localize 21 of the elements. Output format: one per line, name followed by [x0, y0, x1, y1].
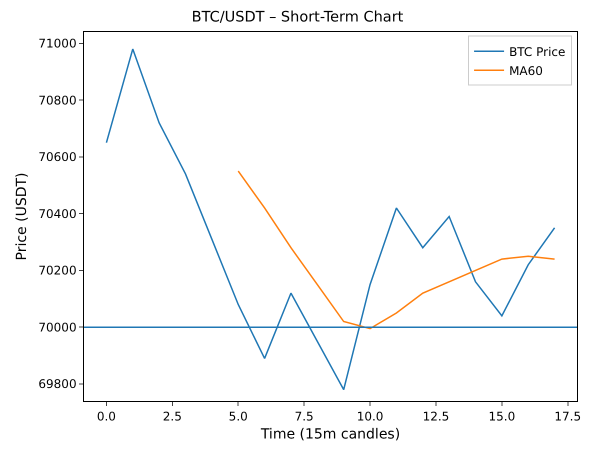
y-tick-label: 70000 [38, 320, 77, 334]
x-axis-title: Time (15m candles) [260, 426, 400, 443]
y-tick-label: 70600 [38, 150, 77, 164]
x-tick-label: 17.5 [554, 409, 582, 424]
x-tick-label: 15.0 [488, 409, 516, 424]
legend-label: BTC Price [509, 44, 566, 59]
x-tick-label: 7.5 [294, 409, 314, 424]
chart-title: BTC/USDT – Short-Term Chart [192, 10, 404, 26]
x-tick-label: 10.0 [356, 409, 384, 424]
line-series [237, 170, 556, 330]
x-tick-label: 2.5 [162, 409, 182, 424]
y-tick-label: 70200 [38, 264, 77, 278]
x-tick-label: 0.0 [96, 409, 116, 424]
y-tick-label: 70800 [38, 93, 77, 108]
legend-label: MA60 [509, 64, 543, 78]
y-tick-label: 71000 [38, 36, 77, 51]
x-tick-label: 12.5 [422, 409, 450, 424]
y-tick-label: 70400 [38, 206, 77, 221]
x-tick-label: 5.0 [228, 409, 248, 424]
y-axis-title: Price (USDT) [14, 172, 30, 260]
y-tick-label: 69800 [38, 377, 77, 392]
